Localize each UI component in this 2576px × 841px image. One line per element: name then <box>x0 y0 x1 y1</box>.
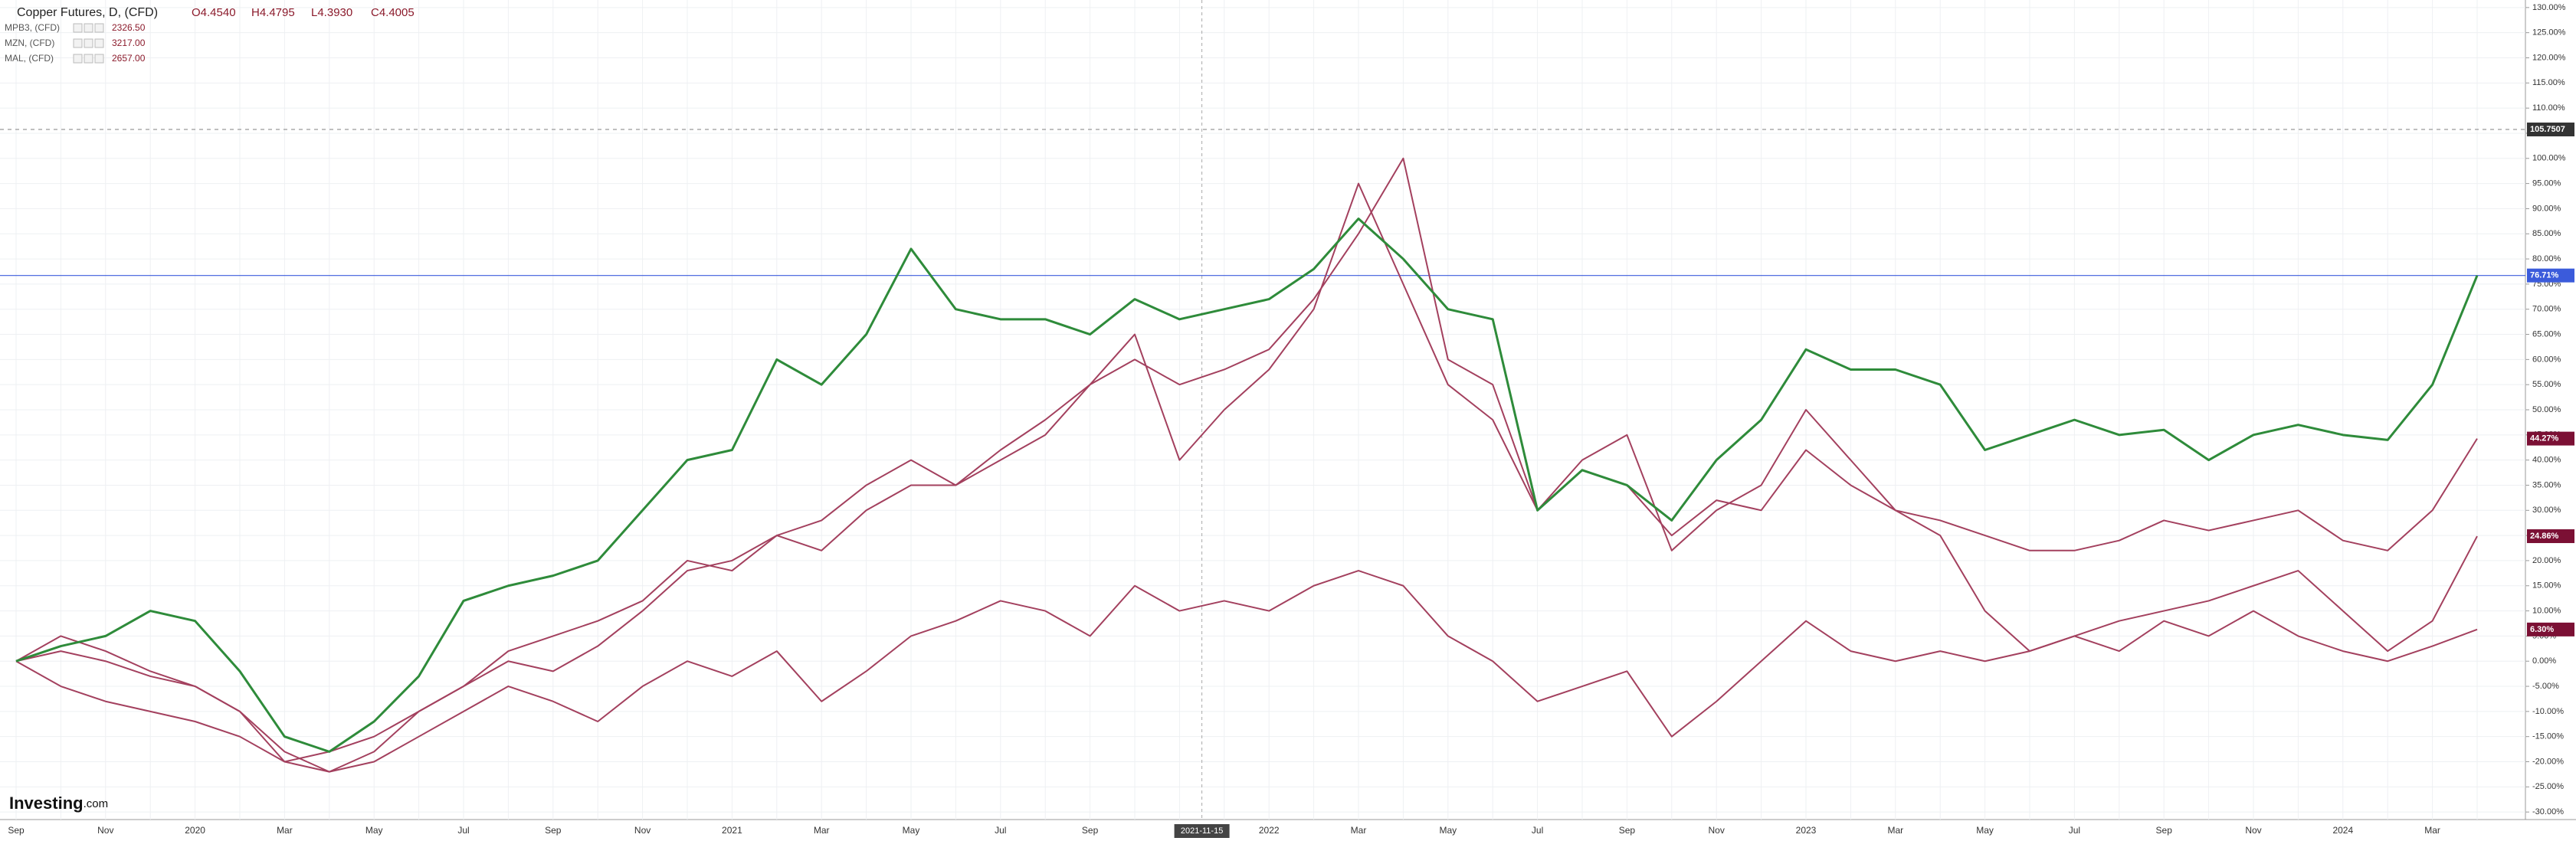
y-tick-label: -20.00% <box>2532 757 2564 766</box>
price-label: 76.71% <box>2530 271 2559 280</box>
y-tick-label: 10.00% <box>2532 606 2561 615</box>
x-tick-label: Sep <box>1082 825 1099 836</box>
legend-icon <box>73 38 83 48</box>
y-tick-label: 125.00% <box>2532 28 2566 38</box>
legend-name: MZN, (CFD) <box>5 38 54 48</box>
x-tick-label: 2021 <box>722 825 742 836</box>
y-tick-label: 65.00% <box>2532 329 2561 339</box>
x-tick-label: Sep <box>2156 825 2173 836</box>
legend-icon <box>84 23 93 33</box>
x-tick-label: 2022 <box>1259 825 1280 836</box>
y-tick-label: 30.00% <box>2532 506 2561 515</box>
series-line <box>15 218 2479 753</box>
y-tick-label: 35.00% <box>2532 480 2561 489</box>
y-tick-label: 40.00% <box>2532 456 2561 465</box>
y-tick-label: 60.00% <box>2532 355 2561 364</box>
y-tick-label: 130.00% <box>2532 3 2566 12</box>
y-tick-label: -5.00% <box>2532 682 2559 691</box>
price-label: 24.86% <box>2530 532 2559 541</box>
y-tick-label: -30.00% <box>2532 807 2564 816</box>
x-tick-label: Jul <box>995 825 1006 836</box>
y-tick-label: 70.00% <box>2532 305 2561 314</box>
legend-value: 3217.00 <box>112 38 146 48</box>
x-tick-label: Sep <box>1619 825 1636 836</box>
x-tick-label: May <box>903 825 920 836</box>
y-tick-label: 90.00% <box>2532 204 2561 213</box>
price-box <box>2527 431 2574 446</box>
y-tick-label: 120.00% <box>2532 53 2566 62</box>
series-line <box>15 570 2478 773</box>
legend-icon <box>94 23 104 33</box>
legend-icon <box>84 54 93 64</box>
x-tick-label: May <box>1439 825 1457 836</box>
legend-icon <box>94 38 104 48</box>
y-tick-label: 115.00% <box>2532 78 2565 87</box>
legend-icon <box>73 23 83 33</box>
legend-icon <box>94 54 104 64</box>
y-tick-label: 95.00% <box>2532 179 2561 188</box>
x-tick-label: Mar <box>1351 825 1367 836</box>
x-tick-label: Nov <box>2245 825 2261 836</box>
x-tick-label: 2020 <box>185 825 205 836</box>
x-tick-label: Mar <box>277 825 293 836</box>
legend-icon <box>73 54 83 64</box>
x-tick-label: Nov <box>1709 825 1725 836</box>
price-box <box>2527 268 2574 283</box>
logo-text: Investing <box>9 794 84 813</box>
x-tick-label: Sep <box>8 825 25 836</box>
legend-name: MAL, (CFD) <box>5 53 54 64</box>
y-tick-label: 20.00% <box>2532 556 2561 565</box>
y-tick-label: 0.00% <box>2532 656 2556 666</box>
x-tick-label: Mar <box>1887 825 1903 836</box>
logo-suffix: .com <box>84 797 109 810</box>
y-tick-label: -25.00% <box>2532 782 2564 791</box>
x-tick-label: Jul <box>1532 825 1543 836</box>
price-label: 105.7507 <box>2530 125 2565 134</box>
ohlc-value: O4.4540 <box>192 6 236 19</box>
ohlc-value: L4.3930 <box>311 6 352 19</box>
x-tick-label: Nov <box>97 825 113 836</box>
price-label: 6.30% <box>2530 625 2554 634</box>
legend-title: Copper Futures, D, (CFD) <box>17 6 158 19</box>
price-box <box>2527 123 2574 137</box>
x-tick-label: Jul <box>457 825 469 836</box>
x-tick-label: May <box>365 825 383 836</box>
y-tick-label: 110.00% <box>2532 103 2565 113</box>
x-tick-label: Jul <box>2069 825 2080 836</box>
y-tick-label: -15.00% <box>2532 732 2564 741</box>
ohlc-value: H4.4795 <box>251 6 295 19</box>
x-tick-label: Sep <box>545 825 562 836</box>
x-tick-label: May <box>1976 825 1994 836</box>
price-label: 44.27% <box>2530 434 2559 443</box>
legend-value: 2326.50 <box>112 22 146 33</box>
legend-value: 2657.00 <box>112 53 146 64</box>
x-tick-label: 2023 <box>1796 825 1817 836</box>
y-tick-label: -10.00% <box>2532 707 2564 716</box>
x-tick-label: 2024 <box>2332 825 2353 836</box>
y-tick-label: 15.00% <box>2532 581 2561 591</box>
price-box <box>2527 529 2574 544</box>
price-box <box>2527 622 2574 636</box>
y-tick-label: 85.00% <box>2532 229 2561 238</box>
y-tick-label: 100.00% <box>2532 154 2566 163</box>
logo: Investing.com <box>9 794 108 813</box>
y-tick-label: 55.00% <box>2532 380 2561 389</box>
legend-name: MPB3, (CFD) <box>5 22 60 33</box>
y-tick-label: 80.00% <box>2532 254 2561 263</box>
ohlc-value: C4.4005 <box>371 6 415 19</box>
x-tick-label: Nov <box>634 825 651 836</box>
legend-icon <box>84 38 93 48</box>
crosshair-box <box>1174 824 1230 838</box>
crosshair-label: 2021-11-15 <box>1181 826 1223 836</box>
x-tick-label: Mar <box>2424 825 2440 836</box>
x-tick-label: Mar <box>814 825 830 836</box>
y-tick-label: 50.00% <box>2532 405 2561 414</box>
